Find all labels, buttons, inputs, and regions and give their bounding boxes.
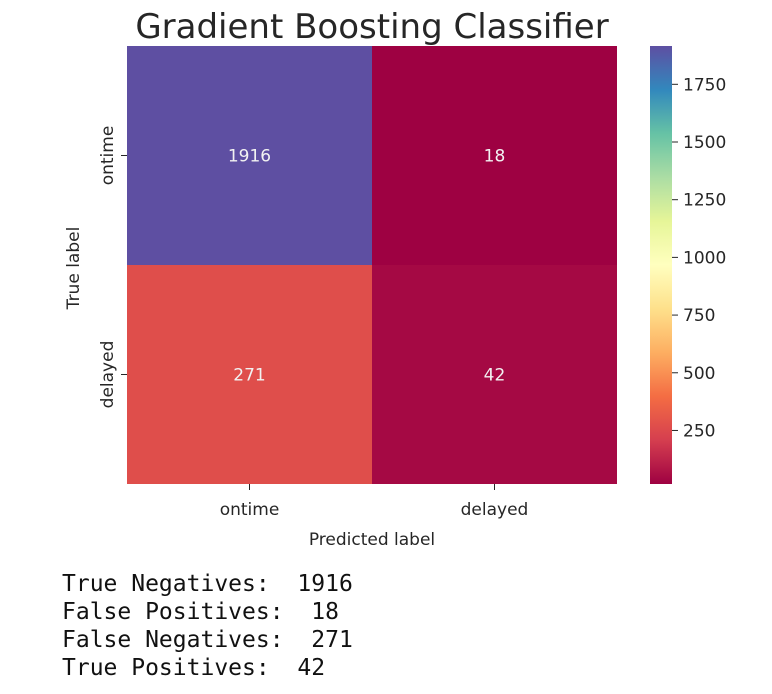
heatmap-cell xyxy=(127,46,372,265)
colorbar-ticks: 250 500 750 1000 1250 1500 1750 xyxy=(672,75,726,441)
colorbar-tick-label: 1500 xyxy=(683,133,726,153)
summary-label: False Negatives: xyxy=(62,627,298,653)
heatmap-cell xyxy=(372,265,617,484)
heatmap-cell xyxy=(372,46,617,265)
colorbar-tick-label: 750 xyxy=(683,306,715,326)
summary-value: 42 xyxy=(297,655,326,681)
colorbar-tick-label: 1750 xyxy=(683,75,726,95)
summary-label: True Negatives: xyxy=(62,571,284,597)
y-axis-label: True label xyxy=(64,227,84,311)
colorbar-tick-label: 1000 xyxy=(683,248,726,268)
colorbar xyxy=(650,46,672,484)
cell-value-label: 42 xyxy=(484,366,506,386)
summary-line: False Positives: 18 xyxy=(62,598,353,626)
summary-line: False Negatives: 271 xyxy=(62,626,353,654)
y-tick-label: delayed xyxy=(98,341,118,409)
x-tick-label: delayed xyxy=(461,500,529,520)
summary-value: 1916 xyxy=(297,571,353,597)
x-axis-ticks: ontime delayed xyxy=(220,484,529,520)
heatmap-cell xyxy=(127,265,372,484)
heatmap-cells xyxy=(127,46,617,484)
summary-value: 18 xyxy=(311,599,339,625)
heatmap-cell-labels: 1916 18 271 42 xyxy=(228,147,505,386)
cell-value-label: 271 xyxy=(233,366,265,386)
colorbar-tick-label: 1250 xyxy=(683,191,726,211)
chart-title: Gradient Boosting Classifier xyxy=(135,7,608,47)
summary-line: True Negatives: 1916 xyxy=(62,570,353,598)
confusion-matrix-figure: Gradient Boosting Classifier 1916 18 271 42… xyxy=(64,7,726,550)
summary-label: False Positives: xyxy=(62,599,298,625)
cell-value-label: 18 xyxy=(484,147,506,167)
y-axis-ticks: ontime delayed xyxy=(98,126,127,409)
summary-value: 271 xyxy=(311,627,353,653)
cell-value-label: 1916 xyxy=(228,147,271,167)
summary-line: True Positives: 42 xyxy=(62,654,353,682)
x-axis-label: Predicted label xyxy=(309,530,435,550)
x-tick-label: ontime xyxy=(220,500,280,520)
colorbar-tick-label: 500 xyxy=(683,364,715,384)
y-tick-label: ontime xyxy=(98,126,118,186)
confusion-summary: True Negatives: 1916 False Positives: 18 F… xyxy=(62,570,353,682)
summary-label: True Positives: xyxy=(62,655,284,681)
colorbar-tick-label: 250 xyxy=(683,421,715,441)
